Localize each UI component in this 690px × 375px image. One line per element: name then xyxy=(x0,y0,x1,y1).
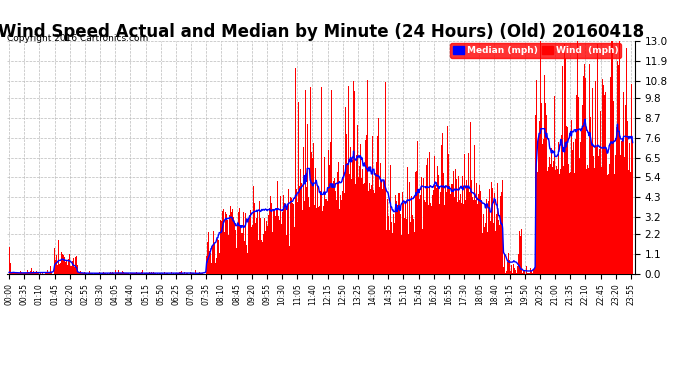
Legend: Median (mph), Wind  (mph): Median (mph), Wind (mph) xyxy=(451,44,621,58)
Text: Copyright 2016 Cartronics.com: Copyright 2016 Cartronics.com xyxy=(7,34,148,43)
Title: Wind Speed Actual and Median by Minute (24 Hours) (Old) 20160418: Wind Speed Actual and Median by Minute (… xyxy=(0,23,644,41)
